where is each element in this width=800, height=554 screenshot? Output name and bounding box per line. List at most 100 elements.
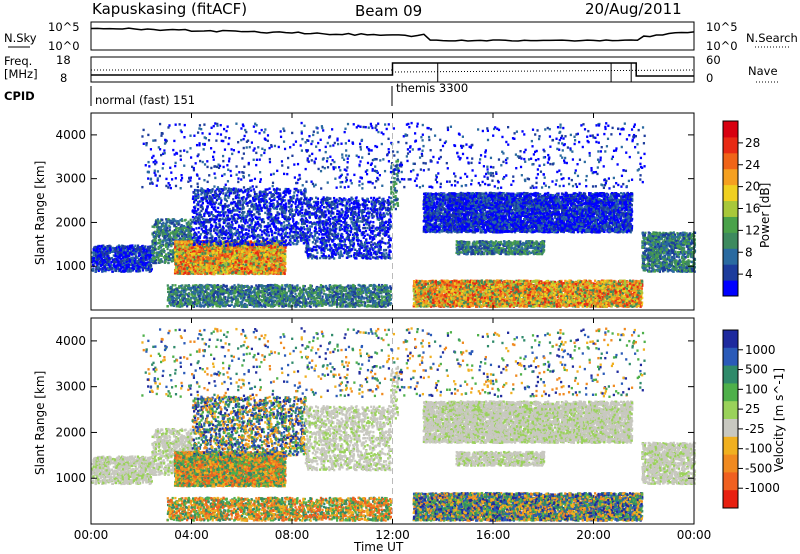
power-pixel — [145, 269, 147, 271]
power-pixel — [111, 251, 113, 253]
power-pixel — [177, 223, 179, 225]
power-pixel — [158, 251, 160, 253]
power-pixel — [99, 268, 101, 270]
power-pixel — [104, 266, 106, 268]
power-pixel — [166, 229, 168, 231]
power-pixel — [181, 233, 183, 235]
power-pixel — [156, 252, 158, 254]
power-pixel — [169, 234, 171, 236]
power-pixel — [167, 252, 169, 254]
power-pixel — [102, 270, 104, 272]
power-pixel — [122, 266, 124, 268]
power-pixel — [137, 244, 139, 246]
power-pixel — [111, 270, 113, 272]
power-pixel — [123, 260, 125, 262]
power-pixel — [122, 245, 124, 247]
power-pixel — [106, 258, 108, 260]
power-pixel — [119, 264, 121, 266]
power-pixel — [108, 257, 110, 259]
power-pixel — [164, 260, 166, 262]
power-pixel — [119, 254, 121, 256]
freq-tick-top: 18 — [56, 53, 71, 67]
power-pixel — [135, 266, 137, 268]
power-pixel — [102, 254, 104, 256]
power-pixel — [122, 247, 124, 249]
power-pixel — [175, 227, 177, 229]
power-pixel — [152, 250, 154, 252]
power-pixel — [165, 256, 167, 258]
power-pixel — [165, 246, 167, 248]
power-pixel — [148, 248, 150, 250]
power-pixel — [130, 269, 132, 271]
power-pixel — [181, 220, 183, 222]
power-pixel — [175, 233, 177, 235]
power-pixel — [124, 246, 126, 248]
power-pixel — [125, 264, 127, 266]
power-pixel — [116, 258, 118, 260]
freq-traces — [91, 63, 694, 82]
power-pixel — [145, 257, 147, 259]
power-pixel — [159, 240, 161, 242]
power-pixel — [117, 268, 119, 270]
power-pixel — [171, 222, 173, 224]
power-pixel — [138, 252, 140, 254]
power-pixel — [118, 251, 120, 253]
power-pixel — [166, 248, 168, 250]
power-pixel — [127, 248, 129, 250]
power-pixel — [92, 263, 94, 265]
power-pixel — [184, 232, 186, 234]
power-pixel — [166, 220, 168, 222]
power-pixel — [144, 252, 146, 254]
power-pixel — [134, 252, 136, 254]
power-pixel — [190, 219, 192, 221]
power-pixel — [125, 267, 127, 269]
power-pixel — [187, 231, 189, 233]
power-pixel — [97, 251, 99, 253]
power-pixel — [152, 243, 154, 245]
power-pixel — [127, 258, 129, 260]
power-pixel — [152, 225, 154, 227]
power-pixel — [153, 236, 155, 238]
power-pixel — [114, 248, 116, 250]
power-pixel — [168, 225, 170, 227]
power-pixel — [182, 229, 184, 231]
power-pixel — [158, 232, 160, 234]
power-pixel — [152, 248, 154, 250]
power-pixel — [142, 262, 144, 264]
power-pixel — [120, 249, 122, 251]
power-pixel — [166, 231, 168, 233]
power-pixel — [99, 261, 101, 263]
power-pixel — [107, 260, 109, 262]
power-pixel — [139, 261, 141, 263]
power-pixel — [159, 222, 161, 224]
power-pixel — [159, 261, 161, 263]
power-pixel — [106, 264, 108, 266]
power-pixel — [154, 242, 156, 244]
power-pixel — [148, 251, 150, 253]
power-pixel — [143, 267, 145, 269]
power-pixel — [132, 262, 134, 264]
power-pixel — [153, 232, 155, 234]
power-pixel — [156, 235, 158, 237]
power-pixel — [145, 250, 147, 252]
power-pixel — [136, 260, 138, 262]
power-pixel — [123, 252, 125, 254]
power-pixel — [110, 267, 112, 269]
power-pixel — [140, 257, 142, 259]
power-pixel — [154, 262, 156, 264]
power-pixel — [187, 221, 189, 223]
power-pixel — [142, 269, 144, 271]
power-pixel — [107, 268, 109, 270]
power-pixel — [153, 240, 155, 242]
power-pixel — [95, 255, 97, 257]
power-pixel — [133, 268, 135, 270]
noise-left-tick-bottom: 10^0 — [48, 39, 80, 53]
power-pixel — [119, 269, 121, 271]
power-pixel — [161, 255, 163, 257]
power-pixel — [163, 248, 165, 250]
power-pixel — [93, 257, 95, 259]
power-pixel — [116, 264, 118, 266]
power-pixel — [178, 233, 180, 235]
noise-traces — [91, 28, 694, 41]
